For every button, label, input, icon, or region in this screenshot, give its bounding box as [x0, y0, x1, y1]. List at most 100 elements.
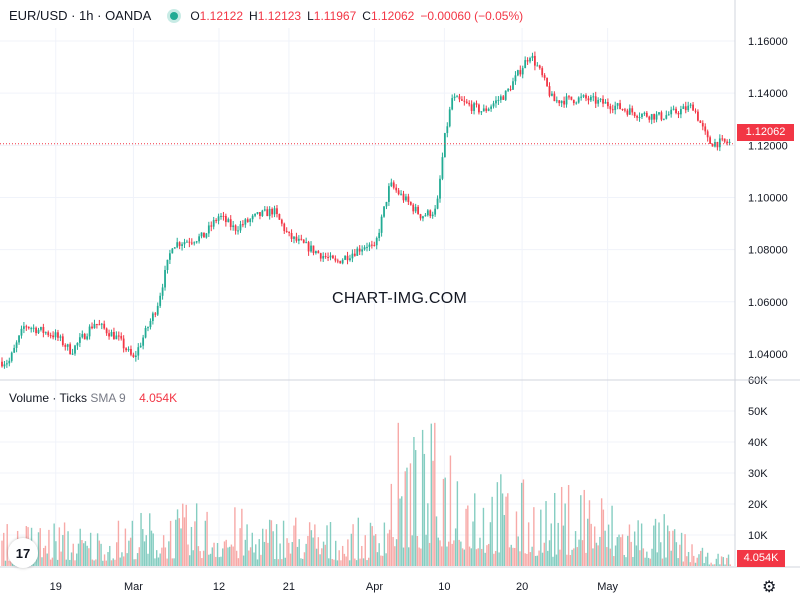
candle-body — [370, 244, 373, 246]
volume-bar — [672, 530, 674, 566]
volume-bar — [135, 559, 137, 566]
candle-body — [582, 95, 585, 97]
candle-body — [633, 112, 636, 117]
volume-bar — [362, 558, 365, 566]
candle-body — [407, 196, 410, 203]
tradingview-logo[interactable]: 17 — [8, 538, 38, 568]
candle-body — [30, 328, 33, 330]
candle-body — [358, 248, 361, 252]
candle-body — [205, 233, 208, 238]
symbol-title[interactable]: EUR/USD · 1h · OANDA — [9, 8, 152, 23]
volume-bar — [239, 528, 241, 566]
close-value: C1.12062 — [362, 8, 415, 23]
candle-body — [560, 100, 563, 104]
volume-bar — [112, 558, 114, 566]
volume-bar — [187, 544, 189, 566]
volume-bar — [230, 544, 233, 566]
volume-bar — [373, 535, 375, 566]
candle-body — [490, 106, 492, 109]
volume-bar — [41, 557, 43, 566]
volume-bar — [319, 554, 321, 566]
volume-bar — [517, 536, 519, 566]
candle-body — [91, 326, 93, 329]
volume-bar — [204, 520, 207, 566]
candle-body — [64, 345, 67, 347]
candle-body — [709, 137, 711, 144]
volume-bar — [689, 562, 691, 566]
candle-body — [585, 95, 587, 99]
volume-bar — [501, 493, 504, 566]
candle-body — [692, 104, 694, 111]
candle-body — [186, 241, 188, 243]
volume-bar — [314, 524, 316, 566]
volume-bar — [284, 557, 287, 566]
volume-bar — [37, 532, 40, 566]
volume-bar — [246, 524, 248, 566]
volume-bar — [56, 559, 59, 566]
volume-bar — [522, 479, 525, 566]
candle-body — [173, 247, 176, 249]
candle-body — [13, 347, 16, 353]
volume-bar — [472, 521, 474, 566]
volume-bar — [479, 537, 481, 566]
volume-bar — [580, 495, 582, 566]
candle-body — [137, 347, 140, 356]
candle-body — [636, 116, 638, 118]
time-axis-tick: Mar — [124, 581, 143, 593]
volume-bar — [48, 529, 50, 566]
volume-bar — [418, 547, 420, 566]
gear-icon[interactable]: ⚙ — [762, 579, 777, 596]
candle-body — [667, 114, 670, 116]
volume-bar — [117, 520, 120, 566]
volume-bar — [404, 471, 406, 566]
candle-body — [492, 103, 495, 107]
volume-bar — [408, 547, 410, 566]
candle-body — [54, 332, 57, 338]
volume-bar — [607, 524, 610, 566]
volume-bar — [411, 535, 413, 566]
volume-bar — [149, 513, 151, 566]
candle-body — [242, 224, 244, 226]
candle-body — [244, 219, 247, 225]
candle-body — [108, 333, 110, 337]
candle-body — [704, 126, 707, 132]
candle-body — [388, 186, 390, 202]
time-axis-tick: 12 — [213, 581, 225, 593]
candle-body — [594, 96, 597, 104]
volume-bar — [222, 548, 224, 566]
volume-bar — [9, 560, 12, 566]
volume-bar — [613, 556, 615, 566]
volume-bar — [458, 539, 460, 566]
volume-bar — [538, 550, 540, 566]
volume-bar — [698, 554, 700, 566]
candle-body — [18, 335, 20, 343]
candle-body — [694, 110, 697, 112]
candle-body — [44, 332, 47, 334]
candle-body — [473, 103, 475, 111]
volume-bar — [95, 559, 97, 566]
volume-bar — [534, 555, 537, 566]
volume-bar — [599, 536, 601, 566]
volume-axis-tick: 40K — [748, 437, 768, 449]
volume-bar — [487, 543, 490, 566]
volume-bar — [190, 526, 193, 566]
candle-body — [482, 108, 485, 112]
volume-bar — [632, 556, 634, 566]
volume-bar — [646, 551, 648, 566]
volume-bar — [324, 544, 326, 566]
volume-axis-tick: 20K — [748, 499, 768, 511]
candle-body — [475, 103, 478, 105]
volume-bar — [262, 528, 264, 566]
candle-body — [200, 232, 203, 237]
volume-bar — [303, 552, 306, 566]
volume-bar — [282, 520, 285, 566]
volume-bar — [143, 541, 146, 566]
volume-title[interactable]: Volume · Ticks — [9, 391, 88, 405]
volume-bar — [461, 548, 464, 566]
candle-body — [3, 364, 6, 367]
volume-bar — [67, 531, 69, 566]
volume-bar — [566, 554, 568, 566]
volume-bar — [251, 532, 253, 566]
volume-value: 4.054K — [139, 391, 178, 405]
